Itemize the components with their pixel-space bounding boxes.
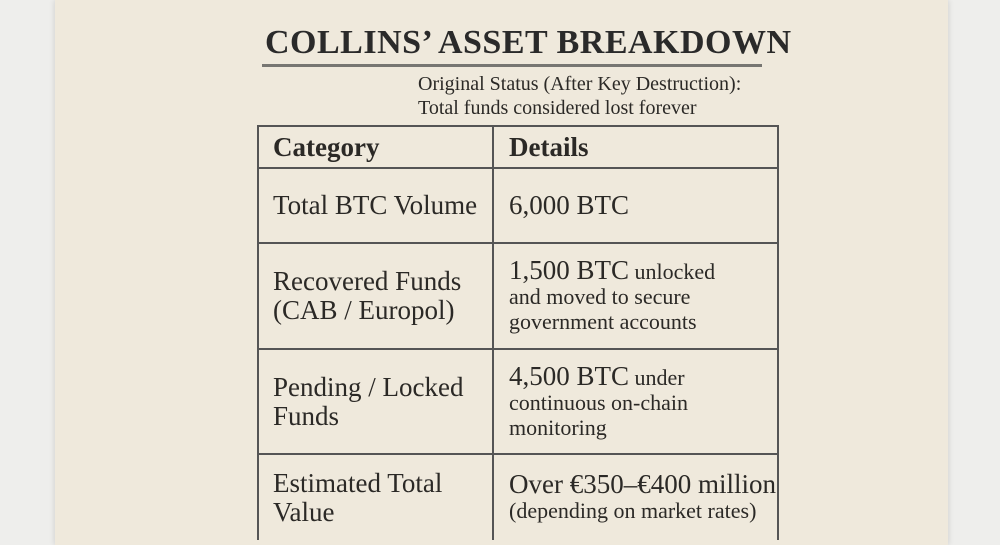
column-header: Details — [509, 131, 589, 162]
details-lead: 6,000 BTC — [509, 189, 630, 220]
subtitle: Original Status (After Key Destruction):… — [418, 72, 741, 120]
details-line: government accounts — [509, 309, 697, 334]
subtitle-line: Total funds considered lost forever — [418, 97, 697, 119]
category-line: Value — [273, 496, 335, 527]
category-line: Funds — [273, 400, 340, 431]
details-lead: Over €350–€400 million — [509, 469, 776, 499]
details-line: monitoring — [509, 414, 607, 440]
table-row: Estimated Total Value Over €350–€400 milli… — [259, 455, 777, 540]
title-underline — [262, 64, 762, 67]
category-cell: Estimated Total Value — [259, 455, 494, 540]
details-line: 6,000 BTC — [509, 189, 777, 220]
details-line: and moved to secure — [509, 284, 691, 309]
category-line: Recovered Funds — [273, 266, 462, 296]
subtitle-line: Original Status (After Key Destruction): — [418, 73, 742, 95]
table-row: Total BTC Volume 6,000 BTC — [259, 169, 777, 244]
category-cell: Pending / Locked Funds — [259, 350, 494, 453]
details-line: (depending on market rates) — [509, 498, 757, 523]
column-header: Category — [259, 127, 494, 167]
category-line: Total BTC Volume — [273, 190, 478, 220]
table-row: Recovered Funds (CAB / Europol) 1,500 BTC … — [259, 244, 777, 350]
category-cell: Total BTC Volume — [259, 169, 494, 242]
header-row: Category Details — [259, 127, 777, 169]
table: Category Details Total BTC Volume 6,000 BTC… — [257, 125, 779, 540]
details-line: continuous on-chain — [509, 389, 689, 415]
details-cell: 4,500 BTC under continuous on-chain monito… — [494, 350, 777, 453]
category-line: (CAB / Europol) — [273, 295, 455, 325]
details-cell: 6,000 BTC — [494, 169, 777, 242]
details-line: 4,500 BTC under — [509, 360, 777, 391]
category-line: Pending / Locked — [273, 371, 464, 402]
details-lead: 1,500 BTC — [509, 255, 630, 285]
details-text: under — [634, 364, 685, 390]
details-line: Over €350–€400 million — [509, 469, 777, 499]
details-line: 1,500 BTC unlocked — [509, 255, 777, 285]
details-cell: 1,500 BTC unlocked and moved to secure gov… — [494, 244, 777, 348]
category-cell: Recovered Funds (CAB / Europol) — [259, 244, 494, 348]
category-line: Estimated Total — [273, 467, 443, 498]
details-lead: 4,500 BTC — [509, 360, 630, 391]
details-cell: Over €350–€400 million (depending on mark… — [494, 455, 777, 540]
table-row: Pending / Locked Funds 4,500 BTC under cont… — [259, 350, 777, 455]
details-text: unlocked — [634, 259, 716, 284]
title: COLLINS’ ASSET BREAKDOWN — [265, 24, 792, 61]
